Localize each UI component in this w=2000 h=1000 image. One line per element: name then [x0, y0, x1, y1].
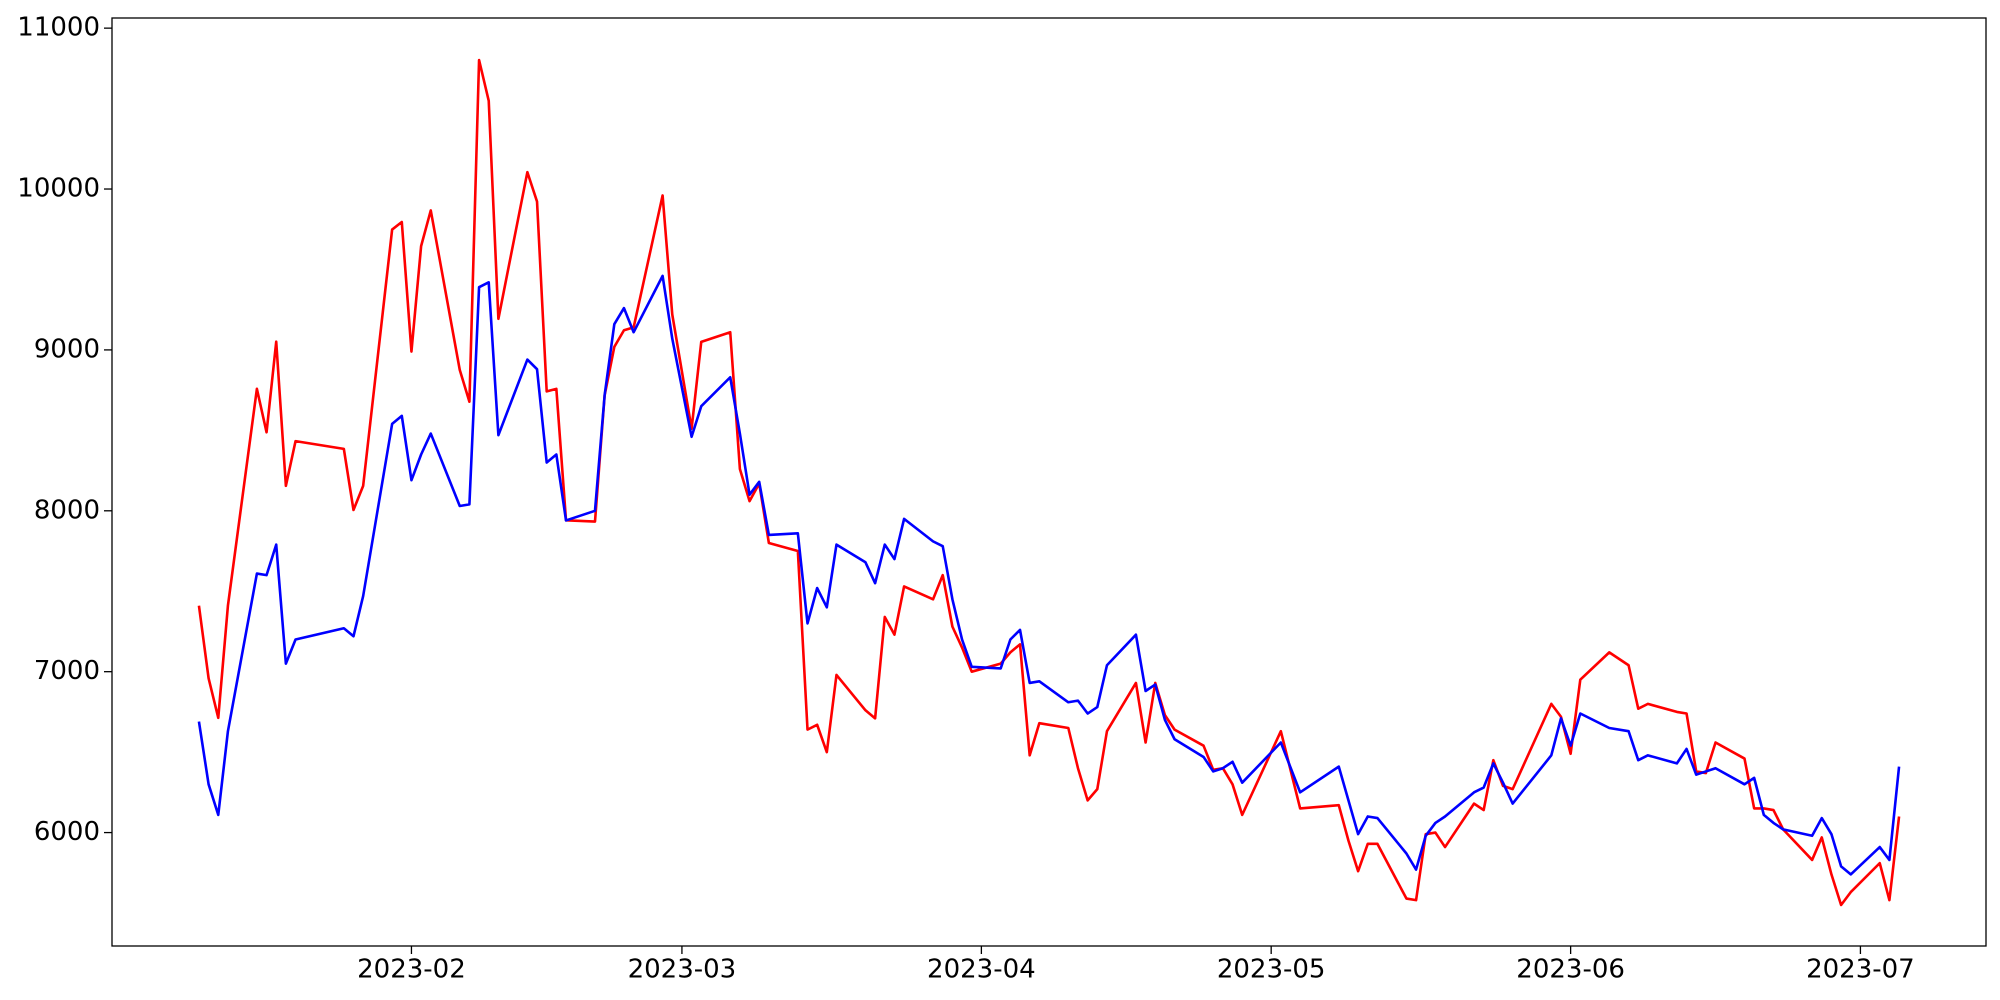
x-tick-label: 2023-07: [1806, 955, 1915, 985]
y-tick-label: 8000: [34, 495, 100, 525]
x-tick-label: 2023-04: [927, 955, 1036, 985]
data-line: [197, 274, 1901, 876]
y-tick-label: 6000: [34, 817, 100, 847]
y-tick-label: 7000: [34, 656, 100, 686]
y-tick-label: 9000: [34, 334, 100, 364]
x-tick-label: 2023-05: [1217, 955, 1326, 985]
x-tick-label: 2023-02: [357, 955, 466, 985]
data-line: [197, 58, 1901, 907]
plot-frame: [111, 17, 1987, 947]
x-tick-label: 2023-03: [628, 955, 737, 985]
y-tick-label: 10000: [17, 174, 100, 204]
x-tick-label: 2023-06: [1516, 955, 1625, 985]
y-tick-label: 11000: [17, 13, 100, 43]
